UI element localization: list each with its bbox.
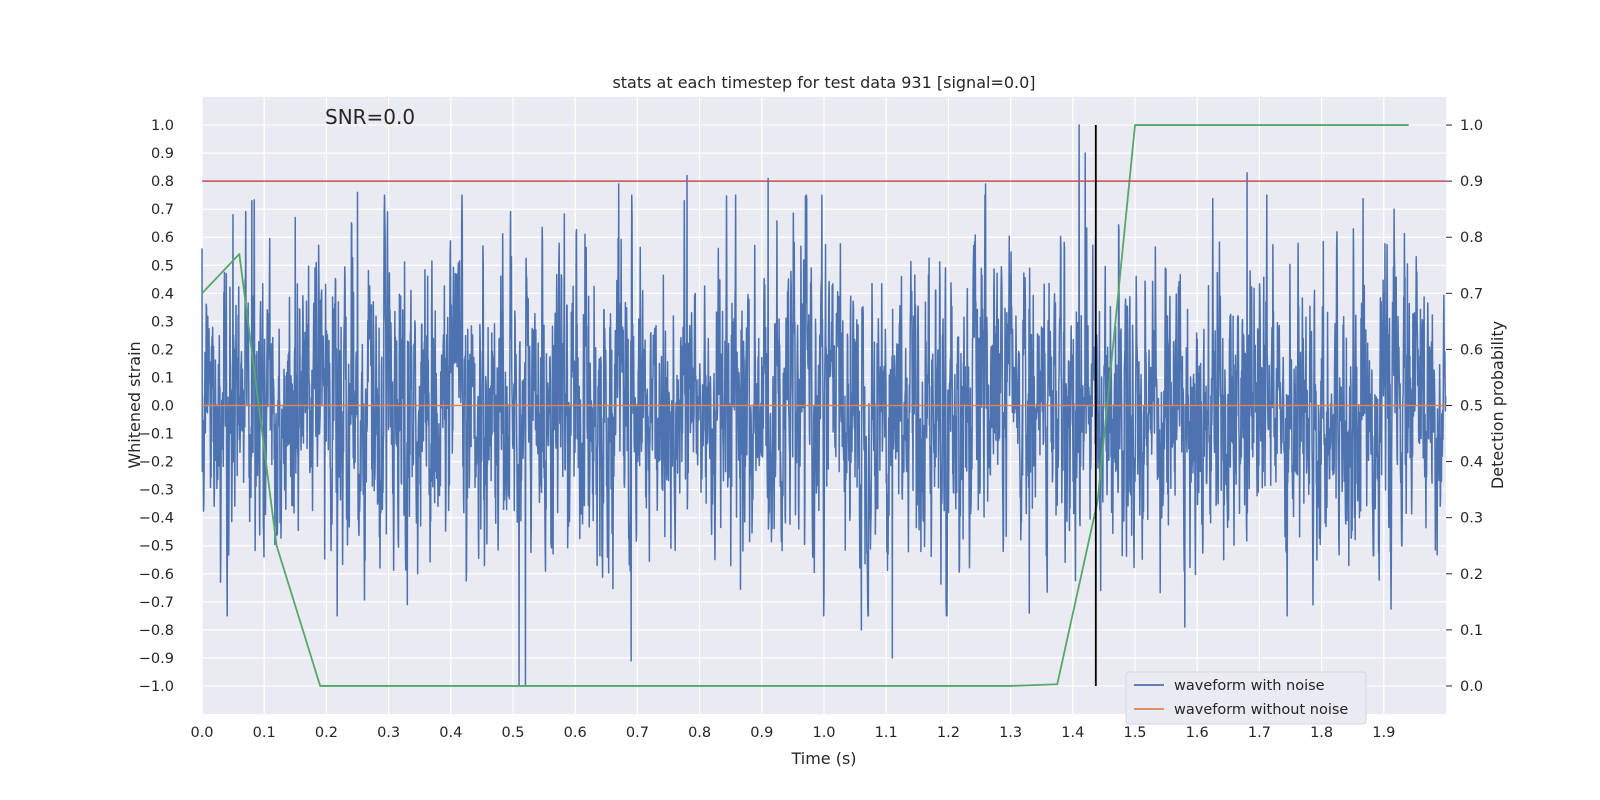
x-tick-label: 0.0 <box>190 725 213 741</box>
x-axis-label: Time (s) <box>790 749 856 768</box>
y-tick-label: 0.8 <box>151 174 174 190</box>
x-tick-label: 0.8 <box>688 725 711 741</box>
chart-title: stats at each timestep for test data 931… <box>612 73 1035 92</box>
y-tick-label: −0.7 <box>139 595 174 611</box>
y-right-tick-label: 0.3 <box>1460 511 1483 527</box>
y-right-tick-label: 0.7 <box>1460 286 1483 302</box>
y-axis-label: Whitened strain <box>125 341 144 468</box>
x-tick-label: 0.4 <box>439 725 462 741</box>
x-tick-label: 0.6 <box>564 725 587 741</box>
y-axis-label-right: Detection probability <box>1488 321 1507 489</box>
tick-labels: 0.0 0.1 0.2 0.3 0.4 0.5 0.6 0.7 0.8 0.9 1.0 1.1 1.2 1… <box>139 118 1483 741</box>
y-tick-label: −0.6 <box>139 567 174 583</box>
legend-label-clean: waveform without noise <box>1174 702 1348 718</box>
x-tick-label: 1.0 <box>812 725 835 741</box>
y-tick-label: 0.7 <box>151 202 174 218</box>
x-tick-label: 0.1 <box>253 725 276 741</box>
y-tick-label: −0.4 <box>139 511 174 527</box>
noisy-waveform-line <box>201 124 1447 687</box>
x-tick-label: 1.3 <box>999 725 1022 741</box>
snr-annotation: SNR=0.0 <box>325 105 415 129</box>
x-tick-label: 0.3 <box>377 725 400 741</box>
y-right-tick-label: 0.5 <box>1460 399 1483 415</box>
series-waveform-with-noise <box>201 124 1447 687</box>
y-right-tick-label: 1.0 <box>1460 118 1483 134</box>
y-tick-label: 0.6 <box>151 230 174 246</box>
y-tick-label: −1.0 <box>139 679 174 695</box>
x-tick-label: 1.5 <box>1123 725 1146 741</box>
y-right-tick-label: 0.8 <box>1460 230 1483 246</box>
y-tick-label: 0.4 <box>151 286 174 302</box>
series-detection-probability <box>201 124 1409 687</box>
x-tick-label: 1.6 <box>1186 725 1209 741</box>
x-tick-label: 1.9 <box>1372 725 1395 741</box>
x-tick-label: 0.9 <box>750 725 773 741</box>
y-tick-label: −0.1 <box>139 427 174 443</box>
y-right-tick-label: 0.6 <box>1460 342 1483 358</box>
y-tick-label: 0.0 <box>151 399 174 415</box>
x-tick-label: 1.2 <box>937 725 960 741</box>
y-tick-label: −0.2 <box>139 455 174 471</box>
y-right-tick-label: 0.4 <box>1460 455 1483 471</box>
legend: waveform with noise waveform without noi… <box>1125 671 1367 725</box>
legend-box <box>1125 671 1367 725</box>
y-right-tick-label: 0.9 <box>1460 174 1483 190</box>
y-right-tick-label: 0.2 <box>1460 567 1483 583</box>
y-tick-label: −0.5 <box>139 539 174 555</box>
y-tick-label: −0.9 <box>139 651 174 667</box>
x-tick-label: 0.2 <box>315 725 338 741</box>
y-right-tick-label: 0.1 <box>1460 623 1483 639</box>
y-tick-label: 0.1 <box>151 370 174 386</box>
x-tick-label: 1.1 <box>875 725 898 741</box>
y-tick-label: 0.2 <box>151 342 174 358</box>
y-right-tick-label: 0.0 <box>1460 679 1483 695</box>
y-tick-label: 1.0 <box>151 118 174 134</box>
legend-label-noisy: waveform with noise <box>1174 678 1325 694</box>
x-tick-label: 1.4 <box>1061 725 1084 741</box>
x-tick-label: 0.5 <box>501 725 524 741</box>
y-tick-label: 0.5 <box>151 258 174 274</box>
reference-lines <box>202 125 1446 686</box>
x-tick-label: 0.7 <box>626 725 649 741</box>
y-tick-label: −0.3 <box>139 483 174 499</box>
y-tick-label: −0.8 <box>139 623 174 639</box>
y-tick-label: 0.9 <box>151 146 174 162</box>
y-tick-label: 0.3 <box>151 314 174 330</box>
x-tick-label: 1.8 <box>1310 725 1333 741</box>
detection-probability-line <box>201 124 1409 687</box>
x-tick-label: 1.7 <box>1248 725 1271 741</box>
